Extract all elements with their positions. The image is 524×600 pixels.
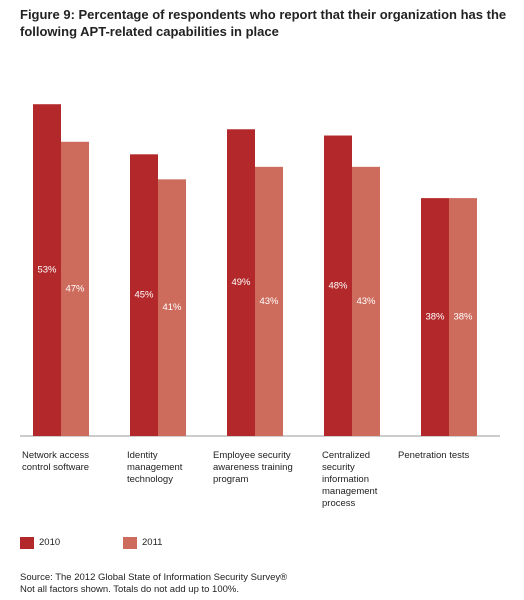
x-tick-label: Penetration tests: [398, 450, 470, 461]
legend-swatch: [123, 537, 137, 549]
value-label: 41%: [162, 302, 182, 313]
bar: [130, 154, 158, 437]
x-tick-label: Network access control software: [22, 450, 90, 473]
value-label: 45%: [134, 290, 154, 301]
legend-label: 2010: [39, 537, 61, 548]
value-label: 53%: [37, 265, 57, 276]
value-label: 48%: [328, 280, 348, 291]
value-label: 38%: [453, 312, 473, 323]
value-label: 43%: [259, 296, 279, 307]
bar: [33, 104, 61, 436]
value-label: 43%: [356, 296, 376, 307]
value-label: 38%: [425, 312, 445, 323]
footnote: Source: The 2012 Global State of Informa…: [20, 572, 288, 583]
bar: [449, 198, 477, 436]
bar: [255, 166, 283, 436]
x-tick-label: Centralized security information managem…: [322, 450, 378, 509]
x-tick-label: Identity management technology: [127, 450, 183, 485]
legend-label: 2011: [142, 537, 163, 548]
bar: [61, 141, 89, 436]
chart-title: Figure 9: Percentage of respondents who …: [20, 7, 507, 39]
bar: [324, 135, 352, 436]
bar: [421, 198, 449, 436]
value-label: 47%: [65, 283, 85, 294]
bar: [158, 179, 186, 436]
value-label: 49%: [231, 277, 251, 288]
bar: [352, 166, 380, 436]
footnote: Not all factors shown. Totals do not add…: [20, 584, 239, 595]
x-tick-label: Employee security awareness training pro…: [213, 450, 293, 485]
legend-swatch: [20, 537, 34, 549]
bar: [227, 129, 255, 436]
